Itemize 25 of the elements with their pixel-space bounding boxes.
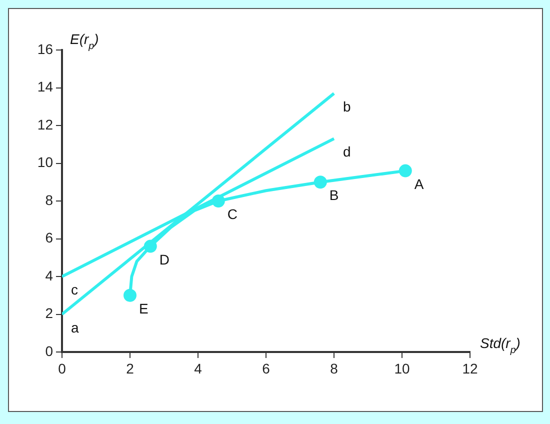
x-tick-label: 12 <box>462 360 478 376</box>
y-tick-label: 4 <box>45 267 54 284</box>
y-tick-label: 14 <box>37 78 54 95</box>
annotation: b <box>343 98 351 114</box>
annotation: C <box>227 206 238 222</box>
y-tick-label: 6 <box>45 230 54 246</box>
annotation: D <box>159 251 170 268</box>
x-tick-label: 0 <box>58 360 66 376</box>
y-tick-label: 0 <box>45 342 54 359</box>
x-tick-label: 4 <box>194 360 202 376</box>
annotation: A <box>414 176 424 192</box>
y-tick-label: 8 <box>45 192 54 208</box>
x-tick-label: 6 <box>262 360 270 376</box>
annotation: B <box>329 187 339 204</box>
y-tick-label: 12 <box>37 116 54 132</box>
annotation: E <box>139 300 148 316</box>
x-tick-label: 10 <box>394 360 410 376</box>
x-tick-label: 2 <box>126 360 134 376</box>
y-tick-label: 16 <box>37 40 54 57</box>
x-tick-label: 8 <box>330 360 338 376</box>
y-tick-label: 10 <box>37 154 54 170</box>
annotation: a <box>71 319 79 336</box>
annotation: c <box>71 282 78 298</box>
annotation: d <box>343 144 351 160</box>
y-tick-label: 2 <box>45 305 54 322</box>
